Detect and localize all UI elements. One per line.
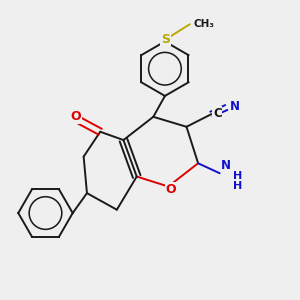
Text: N: N [230, 100, 240, 113]
Text: H: H [233, 171, 242, 181]
Text: O: O [166, 183, 176, 196]
Text: N: N [221, 159, 231, 172]
Text: C: C [213, 107, 222, 120]
Text: O: O [71, 110, 81, 123]
Text: CH₃: CH₃ [193, 19, 214, 28]
Text: H: H [233, 181, 242, 191]
Text: S: S [161, 33, 170, 46]
